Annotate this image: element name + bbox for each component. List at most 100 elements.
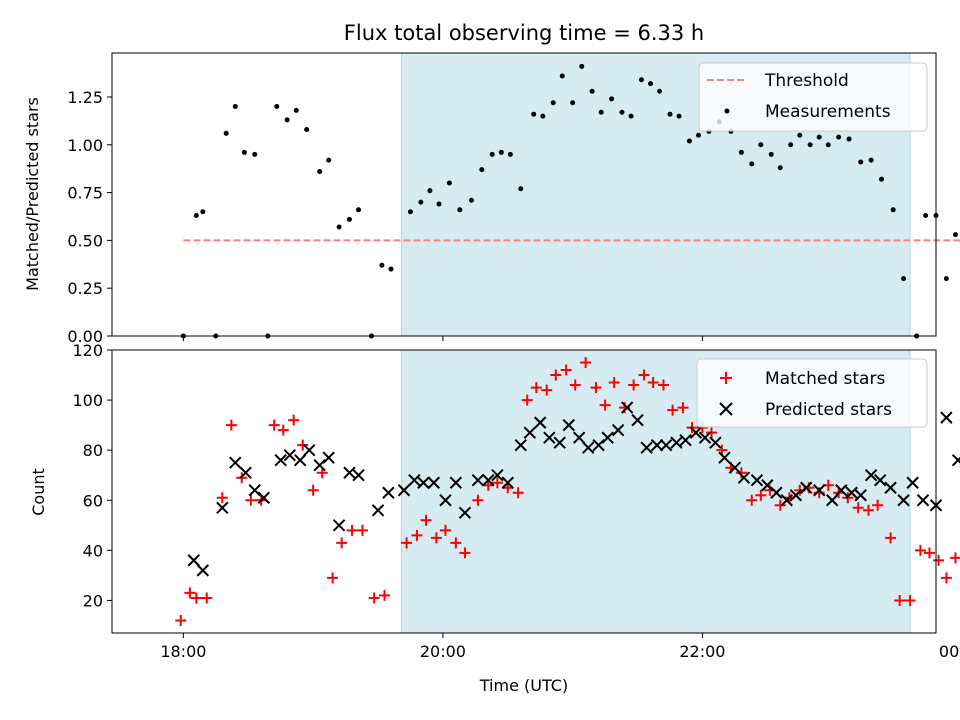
data-point (550, 100, 556, 106)
data-point (647, 377, 659, 389)
data-point (229, 456, 242, 469)
data-point (940, 411, 953, 424)
data-point (489, 151, 495, 157)
data-point (313, 458, 326, 472)
y-tick-label: 0.75 (67, 184, 103, 203)
data-point (225, 419, 237, 431)
data-point (507, 151, 513, 157)
data-point (943, 276, 949, 282)
data-point (951, 453, 960, 467)
data-point (245, 494, 257, 506)
data-point (430, 532, 442, 544)
data-point (514, 438, 527, 452)
data-point (352, 469, 365, 482)
data-point (411, 529, 423, 541)
data-point (543, 431, 556, 444)
data-point (949, 552, 960, 564)
data-point (436, 201, 442, 207)
data-point (232, 104, 238, 110)
data-point (336, 224, 342, 230)
data-point (676, 113, 682, 119)
data-point (868, 157, 874, 163)
data-point (873, 474, 887, 487)
y-tick-label: 80 (83, 441, 103, 460)
x-tick-label: 20:00 (420, 642, 466, 661)
data-point (184, 587, 196, 599)
data-point (609, 96, 615, 102)
data-point (611, 423, 625, 437)
data-point (835, 484, 848, 497)
x-tick-label: 00:00 (939, 642, 960, 661)
data-point (459, 547, 471, 559)
data-point (343, 466, 356, 479)
data-point (560, 364, 572, 376)
data-point (579, 63, 585, 69)
data-point (417, 476, 430, 489)
data-point (388, 266, 394, 272)
data-point (878, 176, 884, 182)
data-point (589, 88, 595, 94)
ratio-y-ticks: 0.00 0.25 0.50 0.75 1.00 1.25 (67, 88, 112, 346)
data-point (774, 499, 786, 511)
data-point (884, 481, 897, 494)
data-point (570, 100, 576, 106)
y-tick-label: 0.25 (67, 279, 103, 298)
data-point (458, 506, 472, 519)
data-point (427, 188, 433, 194)
data-point (449, 476, 463, 489)
data-point (407, 209, 413, 215)
data-point (356, 207, 362, 213)
data-point (709, 436, 722, 449)
data-point (648, 81, 654, 87)
y-tick-label: 40 (83, 541, 103, 560)
figure-title: Flux total observing time = 6.33 h (344, 21, 704, 45)
ratio-legend-measurements-swatch (724, 108, 730, 114)
data-point (901, 276, 907, 282)
data-point (640, 441, 653, 454)
data-point (580, 357, 592, 369)
data-point (718, 451, 731, 464)
data-point (498, 149, 504, 155)
data-point (706, 427, 718, 439)
data-point (283, 448, 296, 462)
x-tick-label: 18:00 (160, 642, 206, 661)
data-point (758, 142, 764, 148)
data-point (599, 399, 611, 411)
data-point (638, 369, 650, 381)
count-legend-predicted-swatch (719, 402, 733, 416)
ratio-legend-measurements-label: Measurements (765, 102, 891, 122)
data-point (890, 207, 896, 213)
data-point (601, 431, 614, 444)
data-point (382, 486, 395, 499)
data-point (933, 554, 945, 566)
data-point (608, 377, 620, 389)
data-point (239, 466, 252, 479)
data-point (307, 484, 319, 496)
data-point (427, 476, 441, 489)
data-point (737, 471, 751, 484)
ratio-marks (180, 63, 960, 339)
data-point (248, 484, 261, 497)
data-point (667, 111, 673, 117)
data-point (200, 209, 206, 215)
ratio-y-axis-label: Matched/Predicted stars (23, 97, 42, 291)
data-point (864, 469, 878, 482)
data-point (534, 416, 547, 429)
data-point (446, 180, 452, 186)
data-point (746, 494, 758, 506)
data-point (761, 479, 774, 492)
data-point (638, 77, 644, 83)
data-point (471, 474, 485, 487)
count-x-axis-label: Time (UTC) (479, 676, 568, 695)
data-point (952, 232, 958, 238)
data-point (807, 142, 813, 148)
series-predicted-stars (187, 401, 960, 577)
y-tick-label: 1.25 (67, 88, 103, 107)
count-marks (175, 357, 960, 626)
data-point (619, 109, 625, 115)
data-point (631, 413, 644, 427)
data-point (916, 494, 930, 507)
data-point (825, 494, 839, 507)
data-point (698, 431, 712, 444)
